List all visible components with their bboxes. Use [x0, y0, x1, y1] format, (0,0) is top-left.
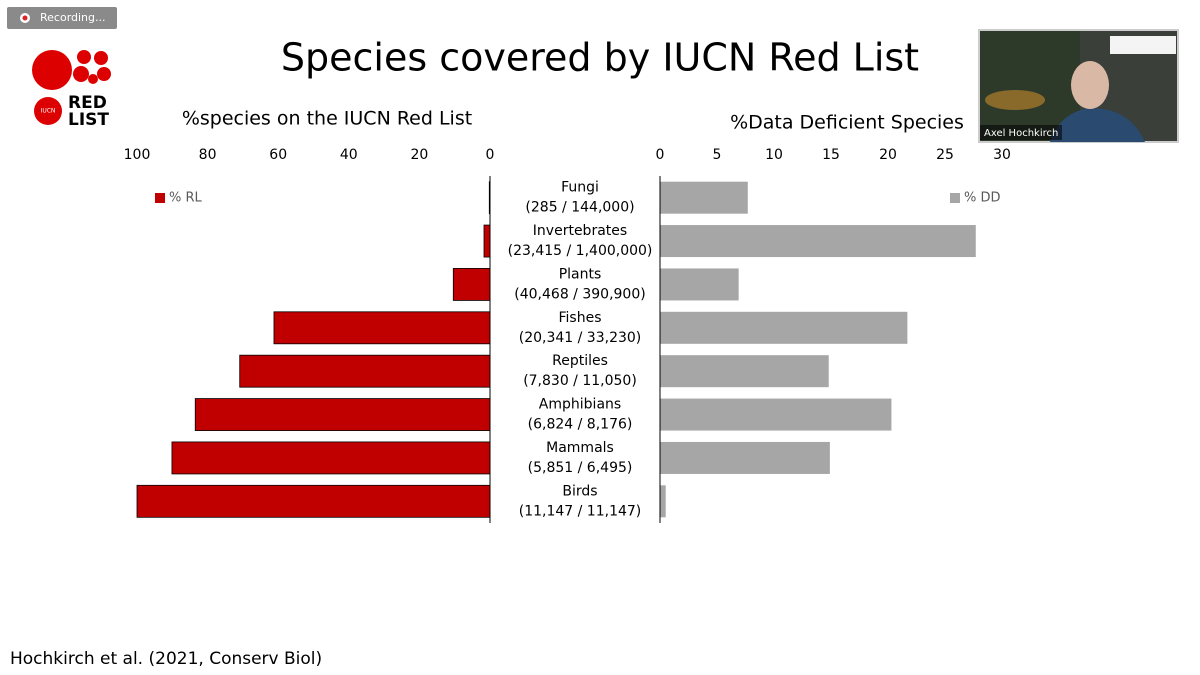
category-count: (40,468 / 390,900) — [514, 286, 645, 302]
bar — [483, 224, 491, 258]
chart-title: %species on the IUCN Red List — [182, 108, 472, 130]
chart-title: %Data Deficient Species — [730, 112, 964, 134]
logo-text: RED — [68, 93, 107, 113]
bar — [660, 485, 666, 518]
logo-shape — [34, 97, 62, 125]
x-tick-label: 0 — [656, 147, 665, 163]
logo-shape — [97, 67, 111, 81]
x-tick-label: 40 — [340, 147, 358, 163]
webcam-tile[interactable]: Axel Hochkirch — [978, 29, 1179, 143]
bar — [660, 225, 976, 258]
logo-shape — [32, 50, 72, 90]
category-label: Plants — [559, 266, 602, 282]
bar — [273, 311, 491, 345]
category-label: Amphibians — [539, 397, 621, 413]
bar — [136, 484, 491, 518]
legend-swatch — [155, 193, 165, 203]
x-tick-label: 30 — [993, 147, 1011, 163]
x-tick-label: 0 — [486, 147, 495, 163]
bar — [660, 355, 829, 388]
slide-title: Species covered by IUCN Red List — [281, 36, 919, 80]
bar — [660, 311, 908, 344]
x-tick-label: 20 — [410, 147, 428, 163]
x-tick-label: 15 — [822, 147, 840, 163]
x-tick-label: 60 — [269, 147, 287, 163]
logo-shape — [88, 74, 98, 84]
webcam-name-bg — [980, 125, 1062, 140]
webcam-name: Axel Hochkirch — [984, 128, 1058, 139]
category-label: Mammals — [546, 440, 614, 456]
category-count: (5,851 / 6,495) — [528, 460, 633, 476]
recording-text: Recording... — [40, 11, 106, 24]
logo-shape — [94, 51, 108, 65]
category-count: (23,415 / 1,400,000) — [508, 243, 653, 259]
logo-text: LIST — [68, 110, 109, 130]
category-count: (20,341 / 33,230) — [519, 330, 642, 346]
x-tick-label: 5 — [713, 147, 722, 163]
x-tick-label: 20 — [879, 147, 897, 163]
webcam-poster — [1110, 36, 1176, 54]
bar — [660, 398, 892, 431]
legend-swatch — [950, 193, 960, 203]
x-tick-label: 100 — [124, 147, 151, 163]
webcam-object — [985, 90, 1045, 110]
legend-label: % DD — [964, 191, 1001, 206]
recording-dot — [22, 15, 28, 21]
x-tick-label: 25 — [936, 147, 954, 163]
category-count: (285 / 144,000) — [525, 200, 634, 216]
bar — [239, 354, 491, 388]
bar — [660, 441, 830, 474]
bar — [660, 181, 748, 214]
x-tick-label: 10 — [765, 147, 783, 163]
category-label: Fungi — [561, 180, 599, 196]
bar — [171, 441, 491, 475]
recording-badge[interactable] — [7, 7, 117, 29]
logo-shape — [77, 50, 91, 64]
red-list-logo: IUCN RED LIST — [32, 50, 111, 130]
logo-small-text: IUCN — [41, 108, 56, 115]
category-label: Birds — [562, 483, 597, 499]
category-count: (6,824 / 8,176) — [528, 417, 633, 433]
category-count: (7,830 / 11,050) — [523, 373, 637, 389]
category-label: Reptiles — [552, 353, 608, 369]
legend-label: % RL — [169, 191, 203, 206]
webcam-person — [1071, 61, 1109, 109]
category-count: (11,147 / 11,147) — [519, 503, 642, 519]
webcam-person — [1050, 108, 1145, 142]
x-tick-label: 80 — [199, 147, 217, 163]
bar — [660, 268, 739, 301]
category-label: Fishes — [559, 310, 602, 326]
bar — [194, 398, 491, 431]
category-label: Invertebrates — [533, 223, 627, 239]
citation: Hochkirch et al. (2021, Conserv Biol) — [10, 649, 322, 669]
bar — [452, 268, 491, 301]
logo-shape — [73, 66, 89, 82]
